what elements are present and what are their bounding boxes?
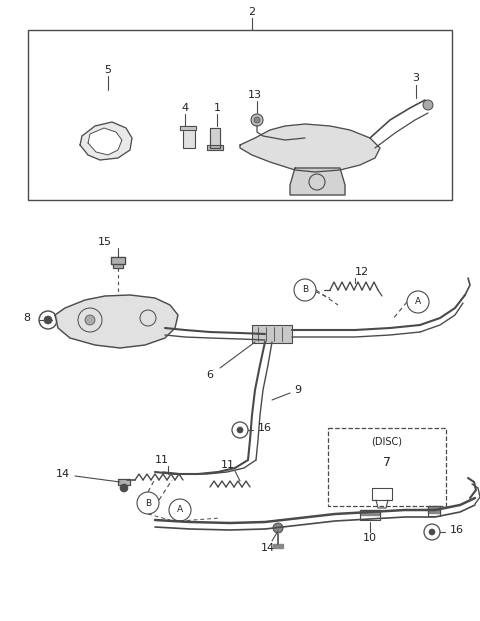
- Text: (DISC): (DISC): [372, 437, 403, 447]
- Text: A: A: [177, 505, 183, 515]
- Bar: [28, 30, 452, 200]
- Circle shape: [254, 117, 260, 123]
- Polygon shape: [118, 479, 130, 485]
- Text: 5: 5: [105, 65, 111, 75]
- Circle shape: [429, 529, 435, 535]
- Text: 3: 3: [412, 73, 420, 83]
- Text: 1: 1: [214, 103, 220, 113]
- Text: 14: 14: [261, 543, 275, 553]
- Text: 7: 7: [383, 455, 391, 468]
- Text: 8: 8: [23, 313, 30, 323]
- Text: 14: 14: [56, 469, 70, 479]
- Bar: [328, 428, 446, 506]
- Polygon shape: [428, 506, 440, 513]
- Text: 15: 15: [98, 237, 112, 247]
- Circle shape: [251, 114, 263, 126]
- Text: 16: 16: [258, 423, 272, 433]
- Text: 12: 12: [355, 267, 369, 277]
- Polygon shape: [80, 122, 132, 160]
- Bar: [252, 325, 292, 343]
- Polygon shape: [88, 128, 122, 155]
- Circle shape: [273, 523, 283, 533]
- Text: 9: 9: [294, 385, 301, 395]
- Polygon shape: [111, 257, 125, 264]
- Polygon shape: [210, 128, 220, 148]
- Text: B: B: [302, 286, 308, 294]
- Polygon shape: [55, 295, 178, 348]
- Polygon shape: [207, 145, 223, 150]
- Circle shape: [85, 315, 95, 325]
- Circle shape: [120, 484, 128, 492]
- Polygon shape: [240, 124, 380, 172]
- Circle shape: [44, 316, 52, 324]
- Text: 11: 11: [221, 460, 235, 470]
- Circle shape: [423, 100, 433, 110]
- Polygon shape: [113, 264, 123, 268]
- Polygon shape: [180, 126, 196, 130]
- Text: 6: 6: [206, 370, 214, 380]
- Text: 11: 11: [155, 455, 169, 465]
- Circle shape: [237, 427, 243, 433]
- Text: 16: 16: [450, 525, 464, 535]
- Text: 13: 13: [248, 90, 262, 100]
- Bar: [183, 128, 195, 148]
- Polygon shape: [273, 544, 283, 548]
- Text: 10: 10: [363, 533, 377, 543]
- Polygon shape: [360, 510, 380, 515]
- Text: A: A: [415, 297, 421, 307]
- Text: 2: 2: [249, 7, 255, 17]
- Text: 4: 4: [181, 103, 189, 113]
- Text: B: B: [145, 499, 151, 507]
- Polygon shape: [290, 168, 345, 195]
